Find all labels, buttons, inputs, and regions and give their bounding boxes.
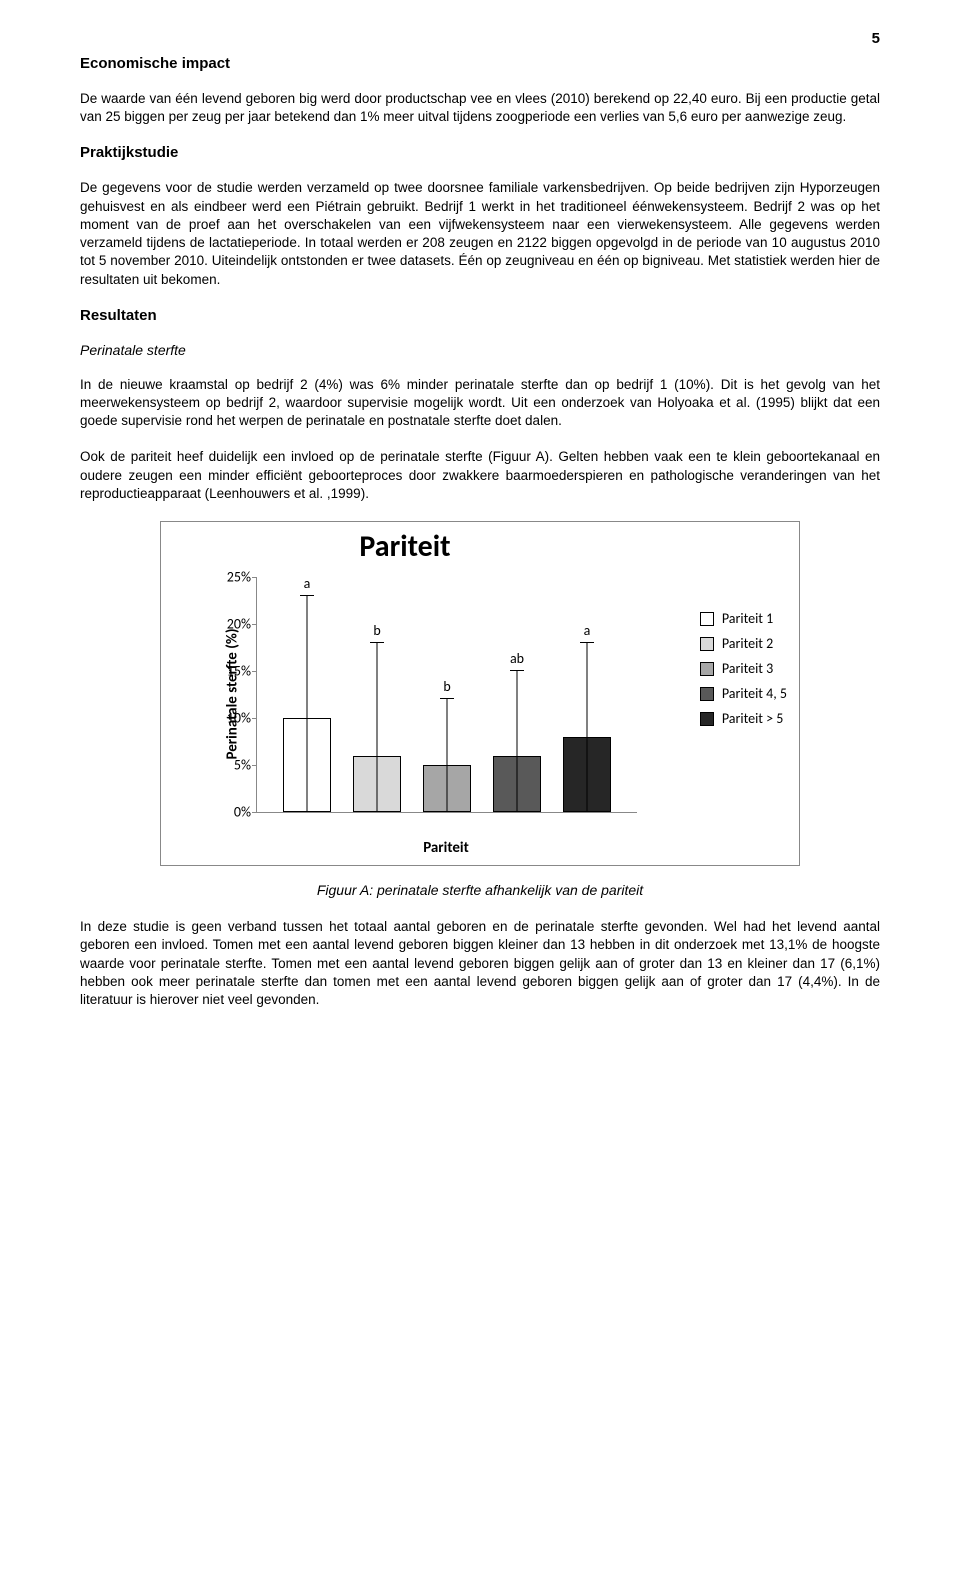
y-tick-mark — [252, 577, 257, 578]
legend-swatch — [700, 712, 714, 726]
y-tick-label: 20% — [203, 616, 257, 633]
chart-legend: Pariteit 1 Pariteit 2 Pariteit 3 Pariteit 4… — [700, 602, 787, 735]
legend-item: Pariteit 3 — [700, 660, 787, 677]
error-cap — [440, 698, 454, 699]
legend-item: Pariteit 1 — [700, 610, 787, 627]
paragraph: In de nieuwe kraamstal op bedrijf 2 (4%)… — [80, 376, 880, 431]
bar-slot: b — [353, 577, 401, 812]
bars-container: abbaba — [257, 577, 637, 812]
heading-resultaten: Resultaten — [80, 307, 880, 324]
error-bar — [587, 643, 588, 812]
y-tick-label: 0% — [203, 804, 257, 821]
paragraph: De gegevens voor de studie werden verzam… — [80, 179, 880, 288]
legend-label: Pariteit 4, 5 — [722, 685, 787, 702]
y-tick-label: 15% — [203, 663, 257, 680]
y-tick-mark — [252, 765, 257, 766]
y-tick-label: 25% — [203, 569, 257, 586]
chart-title: Pariteit — [161, 528, 649, 565]
paragraph: In deze studie is geen verband tussen he… — [80, 918, 880, 1009]
bar-slot: a — [283, 577, 331, 812]
x-axis-title: Pariteit — [256, 839, 636, 857]
y-tick-label: 10% — [203, 710, 257, 727]
error-bar — [447, 699, 448, 812]
legend-item: Pariteit 4, 5 — [700, 685, 787, 702]
chart-pariteit: Pariteit Perinatale sterfte (%) abbaba 0… — [160, 521, 800, 866]
subheading-perinatale-sterfte: Perinatale sterfte — [80, 342, 880, 358]
heading-economische-impact: Economische impact — [80, 55, 880, 72]
y-tick-mark — [252, 671, 257, 672]
legend-swatch — [700, 662, 714, 676]
legend-label: Pariteit 2 — [722, 635, 773, 652]
legend-swatch — [700, 637, 714, 651]
page: 5 Economische impact De waarde van één l… — [40, 0, 920, 1067]
y-tick-mark — [252, 624, 257, 625]
legend-item: Pariteit > 5 — [700, 710, 787, 727]
error-cap — [370, 642, 384, 643]
significance-letter: b — [373, 622, 380, 639]
bar-slot: b — [423, 577, 471, 812]
legend-label: Pariteit 3 — [722, 660, 773, 677]
y-axis-title: Perinatale sterfte (%) — [224, 628, 242, 759]
bar-slot: ab — [493, 577, 541, 812]
chart-caption: Figuur A: perinatale sterfte afhankelijk… — [80, 882, 880, 898]
significance-letter: a — [304, 575, 311, 592]
error-bar — [517, 671, 518, 812]
y-tick-mark — [252, 812, 257, 813]
legend-swatch — [700, 612, 714, 626]
paragraph: Ook de pariteit heef duidelijk een invlo… — [80, 448, 880, 503]
significance-letter: ab — [510, 650, 524, 667]
legend-item: Pariteit 2 — [700, 635, 787, 652]
paragraph: De waarde van één levend geboren big wer… — [80, 90, 880, 126]
heading-praktijkstudie: Praktijkstudie — [80, 144, 880, 161]
page-number: 5 — [80, 30, 880, 47]
error-cap — [580, 642, 594, 643]
significance-letter: b — [443, 678, 450, 695]
error-bar — [307, 596, 308, 812]
legend-label: Pariteit 1 — [722, 610, 773, 627]
legend-swatch — [700, 687, 714, 701]
bar-slot: a — [563, 577, 611, 812]
error-bar — [377, 643, 378, 812]
plot-area: abbaba 0%5%10%15%20%25% — [256, 577, 637, 813]
significance-letter: a — [584, 622, 591, 639]
y-tick-label: 5% — [203, 757, 257, 774]
error-cap — [300, 595, 314, 596]
y-tick-mark — [252, 718, 257, 719]
legend-label: Pariteit > 5 — [722, 710, 784, 727]
error-cap — [510, 670, 524, 671]
